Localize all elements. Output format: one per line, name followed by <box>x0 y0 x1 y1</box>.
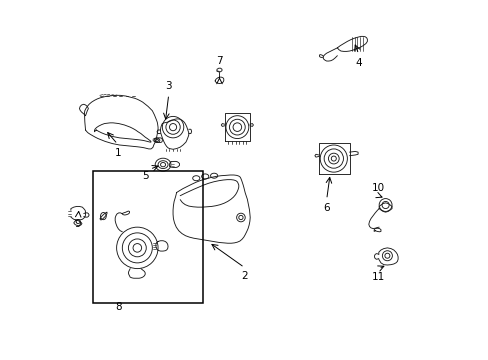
Text: 7: 7 <box>216 57 223 66</box>
Text: 5: 5 <box>142 171 148 181</box>
Text: 9: 9 <box>74 219 81 229</box>
Text: 4: 4 <box>355 58 362 68</box>
Text: 11: 11 <box>371 272 384 282</box>
Text: 3: 3 <box>165 81 172 91</box>
Text: 2: 2 <box>241 271 247 282</box>
Text: 8: 8 <box>115 302 122 312</box>
Text: 6: 6 <box>323 203 329 213</box>
Text: 1: 1 <box>114 148 121 158</box>
Text: 10: 10 <box>371 183 384 193</box>
Bar <box>93 171 203 303</box>
